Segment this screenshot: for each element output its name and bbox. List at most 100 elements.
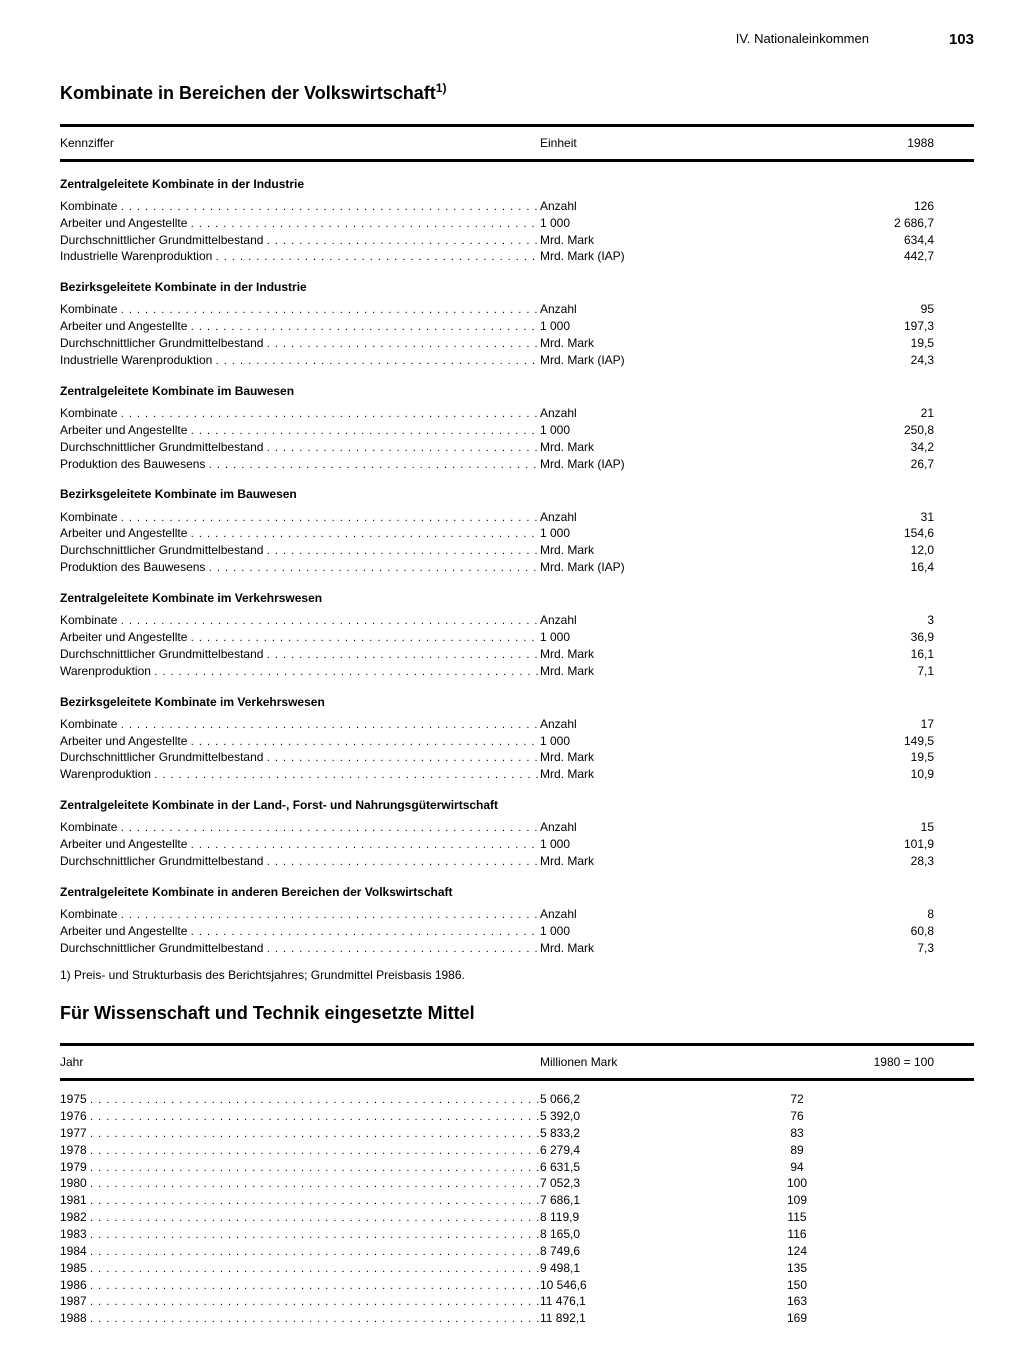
table-row: Durchschnittlicher Grundmittelbestand Mr… [60,749,974,766]
table-row: Arbeiter und Angestellte 1 000250,8 [60,422,974,439]
section2-title: Für Wissenschaft und Technik eingesetzte… [60,1001,974,1025]
row-label: Arbeiter und Angestellte [60,733,540,750]
row-label: Durchschnittlicher Grundmittelbestand [60,940,540,957]
row-index: 72 [740,1091,974,1108]
row-value: 149,5 [740,733,974,750]
group-title: Bezirksgeleitete Kombinate im Verkehrswe… [60,694,974,710]
table-row: Kombinate Anzahl126 [60,198,974,215]
row-value: 8 [740,906,974,923]
table-row: 1985 9 498,1135 [60,1260,974,1277]
table-row: Industrielle Warenproduktion Mrd. Mark (… [60,248,974,265]
table-row: 1981 7 686,1109 [60,1192,974,1209]
table-row: Kombinate Anzahl17 [60,716,974,733]
row-unit: Mrd. Mark [540,335,740,352]
row-mm: 8 165,0 [540,1226,740,1243]
row-unit: Mrd. Mark [540,232,740,249]
table-row: Arbeiter und Angestellte 1 000149,5 [60,733,974,750]
row-label: Arbeiter und Angestellte [60,923,540,940]
row-index: 89 [740,1142,974,1159]
row-value: 15 [740,819,974,836]
row-value: 19,5 [740,335,974,352]
row-unit: 1 000 [540,422,740,439]
table-row: 1977 5 833,283 [60,1125,974,1142]
row-mm: 5 066,2 [540,1091,740,1108]
row-index: 83 [740,1125,974,1142]
table-row: Kombinate Anzahl15 [60,819,974,836]
table-row: 1976 5 392,076 [60,1108,974,1125]
row-unit: 1 000 [540,215,740,232]
table-row: 1980 7 052,3100 [60,1175,974,1192]
row-label: Warenproduktion [60,663,540,680]
row-label: Kombinate [60,509,540,526]
row-unit: Mrd. Mark [540,766,740,783]
row-value: 19,5 [740,749,974,766]
row-unit: Anzahl [540,612,740,629]
row-unit: Anzahl [540,716,740,733]
row-label: Arbeiter und Angestellte [60,525,540,542]
table-row: Durchschnittlicher Grundmittelbestand Mr… [60,853,974,870]
row-year: 1975 [60,1091,540,1108]
row-label: Kombinate [60,716,540,733]
row-label: Durchschnittlicher Grundmittelbestand [60,749,540,766]
col-einheit: Einheit [540,135,740,151]
row-index: 124 [740,1243,974,1260]
row-label: Kombinate [60,198,540,215]
row-label: Produktion des Bauwesens [60,559,540,576]
table-row: 1983 8 165,0116 [60,1226,974,1243]
row-label: Durchschnittlicher Grundmittelbestand [60,853,540,870]
table-row: Durchschnittlicher Grundmittelbestand Mr… [60,335,974,352]
row-unit: Mrd. Mark [540,749,740,766]
row-mm: 5 833,2 [540,1125,740,1142]
row-mm: 7 686,1 [540,1192,740,1209]
row-label: Arbeiter und Angestellte [60,422,540,439]
col-jahr: Jahr [60,1054,540,1070]
row-unit: 1 000 [540,318,740,335]
row-label: Kombinate [60,405,540,422]
table1-header: Kennziffer Einheit 1988 [60,127,974,159]
row-value: 16,1 [740,646,974,663]
row-unit: Anzahl [540,301,740,318]
row-mm: 6 279,4 [540,1142,740,1159]
row-unit: Mrd. Mark [540,439,740,456]
group-title: Zentralgeleitete Kombinate in der Land-,… [60,797,974,813]
section1-title-text: Kombinate in Bereichen der Volkswirtscha… [60,83,436,103]
row-label: Durchschnittlicher Grundmittelbestand [60,646,540,663]
row-mm: 8 119,9 [540,1209,740,1226]
group-title: Zentralgeleitete Kombinate in der Indust… [60,176,974,192]
row-value: 3 [740,612,974,629]
table-row: Kombinate Anzahl31 [60,509,974,526]
row-index: 150 [740,1277,974,1294]
row-year: 1980 [60,1175,540,1192]
table-row: Kombinate Anzahl3 [60,612,974,629]
row-value: 197,3 [740,318,974,335]
table-row: 1986 10 546,6150 [60,1277,974,1294]
row-year: 1987 [60,1293,540,1310]
row-label: Durchschnittlicher Grundmittelbestand [60,542,540,559]
row-value: 7,3 [740,940,974,957]
row-value: 31 [740,509,974,526]
row-mm: 5 392,0 [540,1108,740,1125]
row-unit: Mrd. Mark [540,853,740,870]
row-value: 634,4 [740,232,974,249]
row-value: 126 [740,198,974,215]
row-year: 1977 [60,1125,540,1142]
row-year: 1983 [60,1226,540,1243]
table-row: 1975 5 066,272 [60,1091,974,1108]
row-mm: 8 749,6 [540,1243,740,1260]
row-year: 1984 [60,1243,540,1260]
row-label: Arbeiter und Angestellte [60,215,540,232]
row-year: 1986 [60,1277,540,1294]
row-mm: 11 476,1 [540,1293,740,1310]
table2-header: Jahr Millionen Mark 1980 = 100 [60,1046,974,1078]
row-index: 163 [740,1293,974,1310]
row-unit: Anzahl [540,198,740,215]
row-unit: Mrd. Mark (IAP) [540,248,740,265]
table-row: Arbeiter und Angestellte 1 00036,9 [60,629,974,646]
row-value: 26,7 [740,456,974,473]
row-label: Kombinate [60,906,540,923]
table-row: Produktion des Bauwesens Mrd. Mark (IAP)… [60,456,974,473]
row-value: 442,7 [740,248,974,265]
row-unit: 1 000 [540,733,740,750]
row-label: Durchschnittlicher Grundmittelbestand [60,232,540,249]
row-unit: 1 000 [540,629,740,646]
